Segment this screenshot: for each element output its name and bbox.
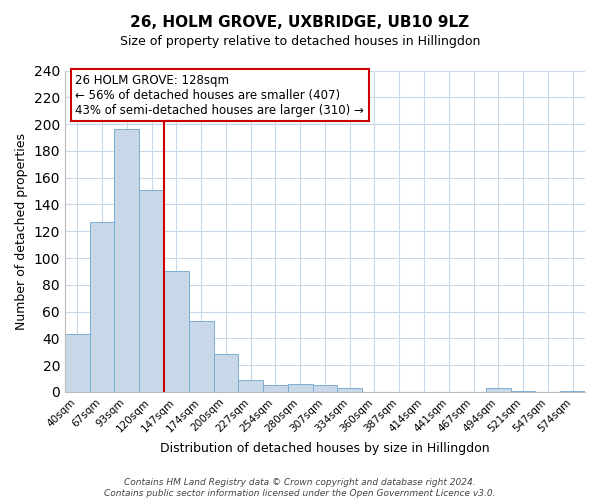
- Bar: [486, 388, 511, 392]
- Bar: [139, 190, 164, 392]
- Bar: [560, 390, 585, 392]
- Bar: [238, 380, 263, 392]
- Text: Size of property relative to detached houses in Hillingdon: Size of property relative to detached ho…: [120, 35, 480, 48]
- Bar: [263, 386, 288, 392]
- Bar: [214, 354, 238, 392]
- Bar: [189, 321, 214, 392]
- Bar: [288, 384, 313, 392]
- Bar: [65, 334, 89, 392]
- Bar: [115, 130, 139, 392]
- X-axis label: Distribution of detached houses by size in Hillingdon: Distribution of detached houses by size …: [160, 442, 490, 455]
- Text: Contains HM Land Registry data © Crown copyright and database right 2024.
Contai: Contains HM Land Registry data © Crown c…: [104, 478, 496, 498]
- Bar: [164, 272, 189, 392]
- Bar: [89, 222, 115, 392]
- Y-axis label: Number of detached properties: Number of detached properties: [15, 132, 28, 330]
- Text: 26 HOLM GROVE: 128sqm
← 56% of detached houses are smaller (407)
43% of semi-det: 26 HOLM GROVE: 128sqm ← 56% of detached …: [76, 74, 364, 116]
- Bar: [337, 388, 362, 392]
- Bar: [511, 390, 535, 392]
- Text: 26, HOLM GROVE, UXBRIDGE, UB10 9LZ: 26, HOLM GROVE, UXBRIDGE, UB10 9LZ: [130, 15, 470, 30]
- Bar: [313, 386, 337, 392]
